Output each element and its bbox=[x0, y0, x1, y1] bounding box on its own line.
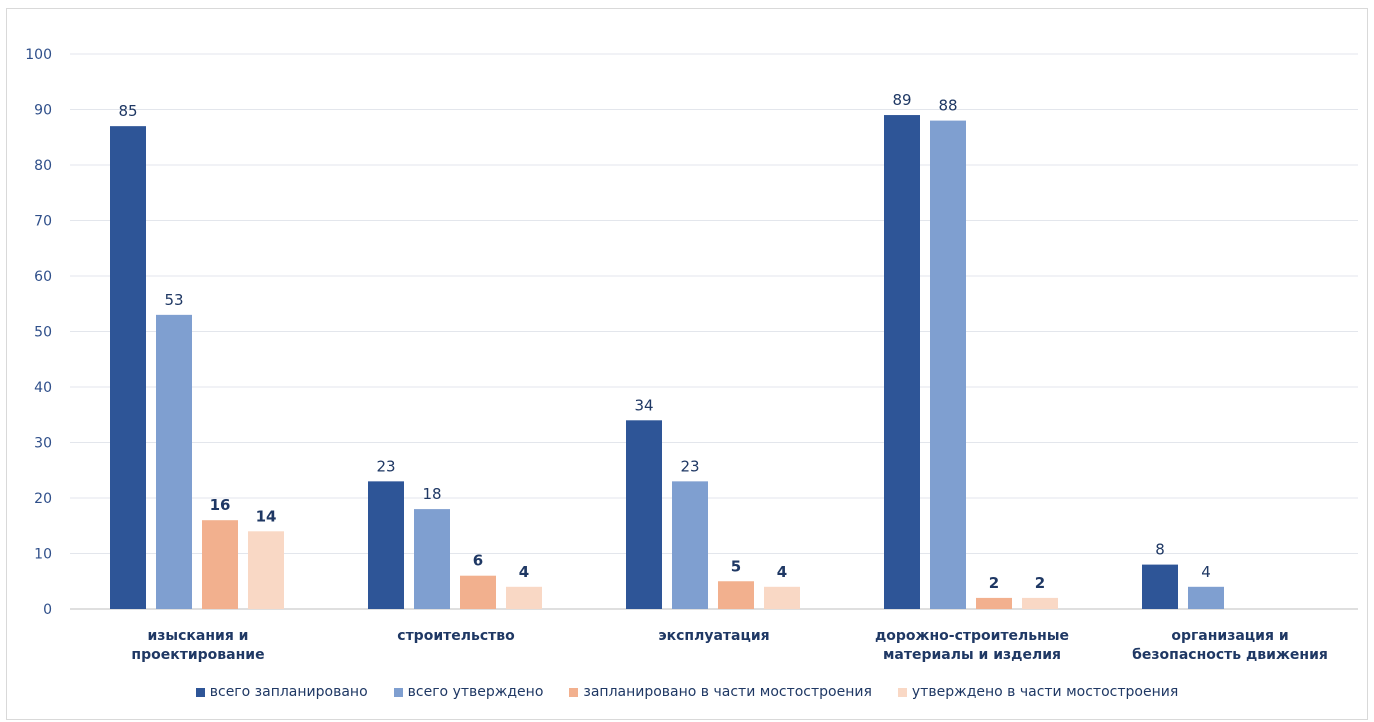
data-label: 4 bbox=[1201, 563, 1211, 581]
data-label: 23 bbox=[376, 457, 395, 475]
data-label: 5 bbox=[731, 557, 741, 575]
bar-4-3 bbox=[764, 586, 800, 609]
bar-1-4 bbox=[884, 115, 920, 610]
y-tick-label: 40 bbox=[34, 380, 52, 396]
legend: всего запланировано всего утверждено запла… bbox=[0, 684, 1374, 700]
y-tick-label: 30 bbox=[34, 436, 52, 452]
data-label: 4 bbox=[519, 563, 529, 581]
legend-label: всего утверждено bbox=[407, 684, 544, 700]
bar-3-3 bbox=[718, 581, 754, 609]
bars bbox=[110, 115, 1224, 610]
bar-2-2 bbox=[414, 509, 450, 609]
legend-label: утверждено в части мостостроения bbox=[911, 684, 1179, 700]
bar-2-3 bbox=[672, 481, 708, 609]
x-axis-categories: изыскания и проектирование строительство эк… bbox=[131, 628, 1327, 663]
bar-4-4 bbox=[1022, 597, 1058, 609]
category-label: строительство bbox=[397, 628, 515, 644]
gridlines bbox=[70, 53, 1358, 610]
legend-label: запланировано в части мостостроения bbox=[583, 684, 872, 700]
bar-2-4 bbox=[930, 120, 966, 609]
bar-4-2 bbox=[506, 586, 542, 609]
data-label: 18 bbox=[422, 485, 441, 503]
legend-swatch bbox=[569, 687, 579, 697]
data-label: 85 bbox=[118, 102, 137, 120]
data-label: 23 bbox=[680, 457, 699, 475]
y-tick-label: 70 bbox=[34, 214, 52, 230]
category-label: организация и безопасность движения bbox=[1132, 628, 1328, 663]
y-tick-label: 10 bbox=[34, 547, 52, 563]
category-label: дорожно-строительные материалы и изделия bbox=[875, 628, 1069, 663]
y-tick-label: 90 bbox=[34, 103, 52, 119]
y-tick-label: 0 bbox=[43, 602, 52, 618]
data-label: 89 bbox=[892, 91, 911, 109]
bar-1-5 bbox=[1142, 564, 1178, 609]
data-label: 2 bbox=[1035, 574, 1045, 592]
bar-3-1 bbox=[202, 520, 238, 609]
y-tick-label: 80 bbox=[34, 158, 52, 174]
data-label: 88 bbox=[938, 97, 957, 115]
data-labels: 85 23 34 89 8 53 18 23 88 4 16 6 5 2 14 4 4 2 bbox=[118, 91, 1210, 592]
bar-2-5 bbox=[1188, 586, 1224, 609]
y-tick-label: 50 bbox=[34, 325, 52, 341]
legend-swatch bbox=[897, 687, 907, 697]
data-label: 6 bbox=[473, 552, 483, 570]
bar-1-1 bbox=[110, 126, 146, 610]
y-tick-label: 20 bbox=[34, 491, 52, 507]
data-label: 53 bbox=[164, 291, 183, 309]
bar-1-2 bbox=[368, 481, 404, 609]
bar-chart: 0 10 20 30 40 50 60 70 80 90 100 85 23 34 89 8 53 18 23 88… bbox=[25, 47, 1358, 663]
bar-4-1 bbox=[248, 531, 284, 609]
data-label: 4 bbox=[777, 563, 787, 581]
legend-item: запланировано в части мостостроения bbox=[569, 684, 872, 700]
bar-3-2 bbox=[460, 575, 496, 609]
y-tick-label: 60 bbox=[34, 269, 52, 285]
legend-item: всего запланировано bbox=[195, 684, 368, 700]
legend-swatch bbox=[195, 687, 205, 697]
bar-3-4 bbox=[976, 597, 1012, 609]
legend-swatch bbox=[393, 687, 403, 697]
legend-item: утверждено в части мостостроения bbox=[897, 684, 1179, 700]
data-label: 2 bbox=[989, 574, 999, 592]
data-label: 34 bbox=[634, 396, 653, 414]
bar-2-1 bbox=[156, 314, 192, 609]
category-label: эксплуатация bbox=[658, 628, 769, 644]
bar-1-3 bbox=[626, 420, 662, 609]
legend-item: всего утверждено bbox=[393, 684, 544, 700]
data-label: 8 bbox=[1155, 541, 1165, 559]
y-tick-label: 100 bbox=[25, 47, 52, 63]
data-label: 14 bbox=[256, 507, 277, 525]
data-label: 16 bbox=[210, 496, 231, 514]
category-label: изыскания и проектирование bbox=[131, 628, 264, 663]
legend-label: всего запланировано bbox=[209, 684, 368, 700]
y-axis-ticks: 0 10 20 30 40 50 60 70 80 90 100 bbox=[25, 47, 52, 618]
